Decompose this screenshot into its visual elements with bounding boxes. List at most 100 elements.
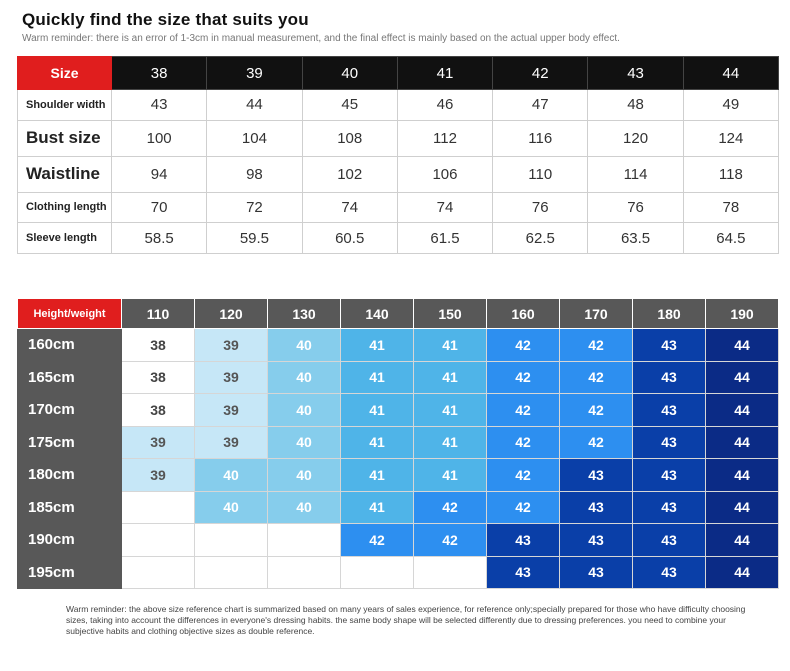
recommended-size-cell: 42 xyxy=(413,490,487,524)
measurement-label: Sleeve length xyxy=(17,222,112,254)
measurement-value: 48 xyxy=(587,89,684,121)
measurement-value: 70 xyxy=(110,191,208,224)
size-header-cell: 43 xyxy=(587,56,684,90)
measurement-value: 120 xyxy=(587,119,684,157)
measurement-value: 63.5 xyxy=(587,222,684,254)
measurement-value: 116 xyxy=(492,119,589,157)
recommended-size-cell: 40 xyxy=(194,490,268,524)
measurement-value: 98 xyxy=(206,155,303,193)
measurement-value: 118 xyxy=(682,155,780,193)
recommended-size-cell: 40 xyxy=(267,490,341,524)
measurement-value: 59.5 xyxy=(206,222,303,254)
measurement-value: 49 xyxy=(682,89,780,121)
size-corner-label: Size xyxy=(17,56,112,90)
recommended-size-cell: 41 xyxy=(413,458,487,492)
measurement-value: 64.5 xyxy=(682,222,780,254)
empty-cell xyxy=(194,555,268,589)
measurement-value: 112 xyxy=(396,119,494,157)
measurement-row: Clothing length 70 72 74 74 76 76 78 xyxy=(17,191,780,224)
recommended-size-cell: 42 xyxy=(559,328,633,362)
size-header-cell: 38 xyxy=(110,56,208,90)
measurement-label: Shoulder width xyxy=(17,89,112,121)
measurement-value: 58.5 xyxy=(110,222,208,254)
recommended-size-cell: 43 xyxy=(559,458,633,492)
measurement-value: 102 xyxy=(301,155,398,193)
empty-cell xyxy=(267,523,341,557)
measurement-value: 94 xyxy=(110,155,208,193)
recommended-size-cell: 42 xyxy=(559,360,633,394)
weight-header-cell: 130 xyxy=(267,298,341,329)
measurement-label: Bust size xyxy=(17,119,112,157)
empty-cell xyxy=(121,523,195,557)
measurement-value: 78 xyxy=(682,191,780,224)
measurement-value: 74 xyxy=(301,191,398,224)
recommended-size-cell: 41 xyxy=(413,425,487,459)
measurement-value: 47 xyxy=(492,89,589,121)
recommended-size-cell: 43 xyxy=(632,523,706,557)
weight-header-cell: 170 xyxy=(559,298,633,329)
height-row: 180cm 39 40 40 41 41 42 43 43 44 xyxy=(17,458,779,492)
height-row: 175cm 39 39 40 41 41 42 42 43 44 xyxy=(17,425,779,459)
recommended-size-cell: 43 xyxy=(632,425,706,459)
measurement-value: 110 xyxy=(492,155,589,193)
recommended-size-cell: 41 xyxy=(340,328,414,362)
measurement-value: 104 xyxy=(206,119,303,157)
weight-header-cell: 150 xyxy=(413,298,487,329)
height-label: 190cm xyxy=(17,523,122,557)
height-label: 160cm xyxy=(17,328,122,362)
weight-header-cell: 180 xyxy=(632,298,706,329)
height-row: 170cm 38 39 40 41 41 42 42 43 44 xyxy=(17,393,779,427)
recommended-size-cell: 41 xyxy=(340,425,414,459)
size-header-cell: 40 xyxy=(301,56,398,90)
measurement-value: 100 xyxy=(110,119,208,157)
weight-header-cell: 190 xyxy=(705,298,779,329)
weight-header-cell: 140 xyxy=(340,298,414,329)
empty-cell xyxy=(194,523,268,557)
measurement-row: Waistline 94 98 102 106 110 114 118 xyxy=(17,155,780,193)
measurement-row: Bust size 100 104 108 112 116 120 124 xyxy=(17,119,780,157)
recommended-size-cell: 42 xyxy=(486,490,560,524)
recommended-size-cell: 39 xyxy=(121,425,195,459)
height-label: 175cm xyxy=(17,425,122,459)
measurement-value: 76 xyxy=(587,191,684,224)
weight-header-row: Height/weight 110 120 130 140 150 160 170 180 190 xyxy=(17,298,779,329)
recommended-size-cell: 44 xyxy=(705,490,779,524)
recommended-size-cell: 43 xyxy=(559,490,633,524)
recommended-size-cell: 40 xyxy=(267,393,341,427)
measurement-value: 114 xyxy=(587,155,684,193)
measurement-label: Waistline xyxy=(17,155,112,193)
recommended-size-cell: 39 xyxy=(194,328,268,362)
recommended-size-cell: 40 xyxy=(267,328,341,362)
measurement-row: Sleeve length 58.5 59.5 60.5 61.5 62.5 63.5 64.… xyxy=(17,222,780,254)
empty-cell xyxy=(413,555,487,589)
empty-cell xyxy=(121,490,195,524)
recommended-size-cell: 42 xyxy=(559,425,633,459)
recommended-size-cell: 43 xyxy=(632,458,706,492)
empty-cell xyxy=(340,555,414,589)
recommended-size-cell: 38 xyxy=(121,360,195,394)
recommended-size-cell: 43 xyxy=(559,555,633,589)
recommended-size-cell: 43 xyxy=(632,328,706,362)
recommended-size-cell: 42 xyxy=(486,393,560,427)
height-label: 185cm xyxy=(17,490,122,524)
weight-header-cell: 120 xyxy=(194,298,268,329)
recommended-size-cell: 44 xyxy=(705,523,779,557)
recommended-size-cell: 42 xyxy=(559,393,633,427)
recommended-size-cell: 40 xyxy=(267,360,341,394)
measurement-label: Clothing length xyxy=(17,191,112,224)
empty-cell xyxy=(267,555,341,589)
recommended-size-cell: 42 xyxy=(486,458,560,492)
recommended-size-cell: 40 xyxy=(194,458,268,492)
recommended-size-cell: 42 xyxy=(486,328,560,362)
recommended-size-cell: 38 xyxy=(121,393,195,427)
measurement-value: 76 xyxy=(492,191,589,224)
recommended-size-cell: 42 xyxy=(413,523,487,557)
recommended-size-cell: 39 xyxy=(194,393,268,427)
recommended-size-cell: 39 xyxy=(194,425,268,459)
measurement-value: 72 xyxy=(206,191,303,224)
footer-reminder: Warm reminder: the above size reference … xyxy=(66,604,746,636)
recommended-size-cell: 43 xyxy=(486,523,560,557)
height-row: 190cm 42 42 43 43 43 44 xyxy=(17,523,779,557)
recommended-size-cell: 41 xyxy=(413,360,487,394)
recommended-size-cell: 39 xyxy=(121,458,195,492)
